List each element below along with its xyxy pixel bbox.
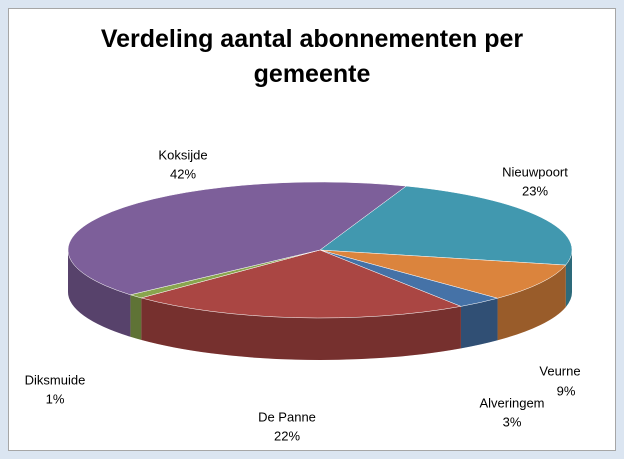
- slice-side: [141, 297, 461, 360]
- slice-side-shade: [141, 297, 461, 360]
- slice-label: Nieuwpoort: [502, 164, 568, 179]
- slice-value-label: 9%: [557, 383, 576, 398]
- slice-label: Diksmuide: [25, 372, 86, 387]
- slice-side: [68, 250, 131, 337]
- slice-label: Veurne: [539, 363, 580, 378]
- slice: [67, 181, 407, 296]
- slice: [140, 249, 462, 319]
- slice: [319, 249, 567, 299]
- slice-label: Alveringem: [479, 395, 544, 410]
- slice-side: [565, 250, 572, 308]
- chart-title: Verdeling aantal abonnementen per gemeen…: [100, 25, 524, 88]
- slice-value-label: 23%: [522, 183, 548, 198]
- slice: [319, 185, 573, 266]
- slice-side: [460, 298, 498, 349]
- slice-side: [497, 265, 566, 341]
- slice-label: Koksijde: [158, 147, 207, 162]
- slice-value-label: 3%: [503, 414, 522, 429]
- slice-side: [130, 294, 142, 340]
- slice-value-label: 22%: [274, 428, 300, 443]
- slice-side-shade: [460, 298, 498, 349]
- slice-side-shade: [565, 250, 572, 308]
- slice-label: De Panne: [258, 409, 316, 424]
- slice-value-label: 1%: [46, 391, 65, 406]
- slice-value-label: 42%: [170, 166, 196, 181]
- slice-side-shade: [130, 294, 142, 340]
- slice-side-shade: [497, 265, 566, 341]
- slice-side-shade: [68, 250, 131, 337]
